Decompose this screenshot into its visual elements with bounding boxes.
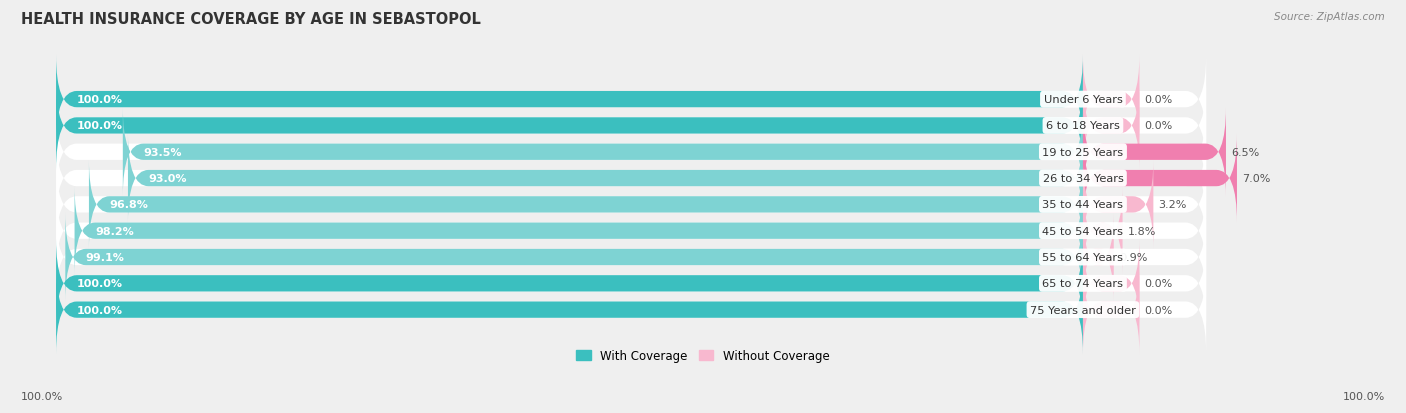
Text: 3.2%: 3.2% (1159, 200, 1187, 210)
Text: 0.0%: 0.0% (1144, 121, 1173, 131)
FancyBboxPatch shape (1083, 187, 1122, 275)
FancyBboxPatch shape (75, 187, 1083, 275)
Text: 0.0%: 0.0% (1144, 95, 1173, 105)
FancyBboxPatch shape (56, 161, 1206, 249)
Text: 7.0%: 7.0% (1241, 173, 1271, 184)
Text: Under 6 Years: Under 6 Years (1043, 95, 1122, 105)
Text: 100.0%: 100.0% (76, 279, 122, 289)
Text: 1.8%: 1.8% (1128, 226, 1156, 236)
Text: HEALTH INSURANCE COVERAGE BY AGE IN SEBASTOPOL: HEALTH INSURANCE COVERAGE BY AGE IN SEBA… (21, 12, 481, 27)
Text: 0.0%: 0.0% (1144, 305, 1173, 315)
Text: 6.5%: 6.5% (1232, 147, 1260, 157)
Text: 93.5%: 93.5% (143, 147, 181, 157)
FancyBboxPatch shape (56, 108, 1206, 197)
FancyBboxPatch shape (56, 266, 1206, 354)
Text: 0.0%: 0.0% (1144, 279, 1173, 289)
Text: 99.1%: 99.1% (86, 252, 125, 262)
FancyBboxPatch shape (56, 55, 1083, 144)
Text: 96.8%: 96.8% (110, 200, 149, 210)
FancyBboxPatch shape (122, 108, 1083, 197)
FancyBboxPatch shape (1083, 213, 1114, 302)
FancyBboxPatch shape (1083, 161, 1153, 249)
Text: 100.0%: 100.0% (76, 305, 122, 315)
Text: 98.2%: 98.2% (96, 226, 134, 236)
Text: 100.0%: 100.0% (76, 95, 122, 105)
FancyBboxPatch shape (56, 213, 1206, 302)
FancyBboxPatch shape (56, 82, 1206, 171)
FancyBboxPatch shape (1083, 134, 1237, 223)
FancyBboxPatch shape (1083, 266, 1139, 354)
Text: 65 to 74 Years: 65 to 74 Years (1042, 279, 1123, 289)
FancyBboxPatch shape (56, 266, 1083, 354)
Text: 100.0%: 100.0% (1343, 391, 1385, 401)
Text: 93.0%: 93.0% (149, 173, 187, 184)
FancyBboxPatch shape (1083, 82, 1139, 171)
FancyBboxPatch shape (56, 239, 1206, 328)
Text: Source: ZipAtlas.com: Source: ZipAtlas.com (1274, 12, 1385, 22)
Text: 35 to 44 Years: 35 to 44 Years (1042, 200, 1123, 210)
FancyBboxPatch shape (1083, 55, 1139, 144)
Text: 55 to 64 Years: 55 to 64 Years (1042, 252, 1123, 262)
FancyBboxPatch shape (56, 82, 1083, 171)
FancyBboxPatch shape (1083, 239, 1139, 328)
Text: 100.0%: 100.0% (76, 121, 122, 131)
FancyBboxPatch shape (65, 213, 1083, 302)
Text: 45 to 54 Years: 45 to 54 Years (1042, 226, 1123, 236)
Legend: With Coverage, Without Coverage: With Coverage, Without Coverage (576, 349, 830, 362)
FancyBboxPatch shape (56, 239, 1083, 328)
Text: 75 Years and older: 75 Years and older (1031, 305, 1136, 315)
FancyBboxPatch shape (56, 55, 1206, 144)
FancyBboxPatch shape (56, 187, 1206, 275)
FancyBboxPatch shape (89, 161, 1083, 249)
FancyBboxPatch shape (128, 134, 1083, 223)
Text: 6 to 18 Years: 6 to 18 Years (1046, 121, 1119, 131)
Text: 100.0%: 100.0% (21, 391, 63, 401)
FancyBboxPatch shape (56, 134, 1206, 223)
Text: 0.9%: 0.9% (1119, 252, 1147, 262)
Text: 19 to 25 Years: 19 to 25 Years (1042, 147, 1123, 157)
Text: 26 to 34 Years: 26 to 34 Years (1042, 173, 1123, 184)
FancyBboxPatch shape (1083, 108, 1226, 197)
